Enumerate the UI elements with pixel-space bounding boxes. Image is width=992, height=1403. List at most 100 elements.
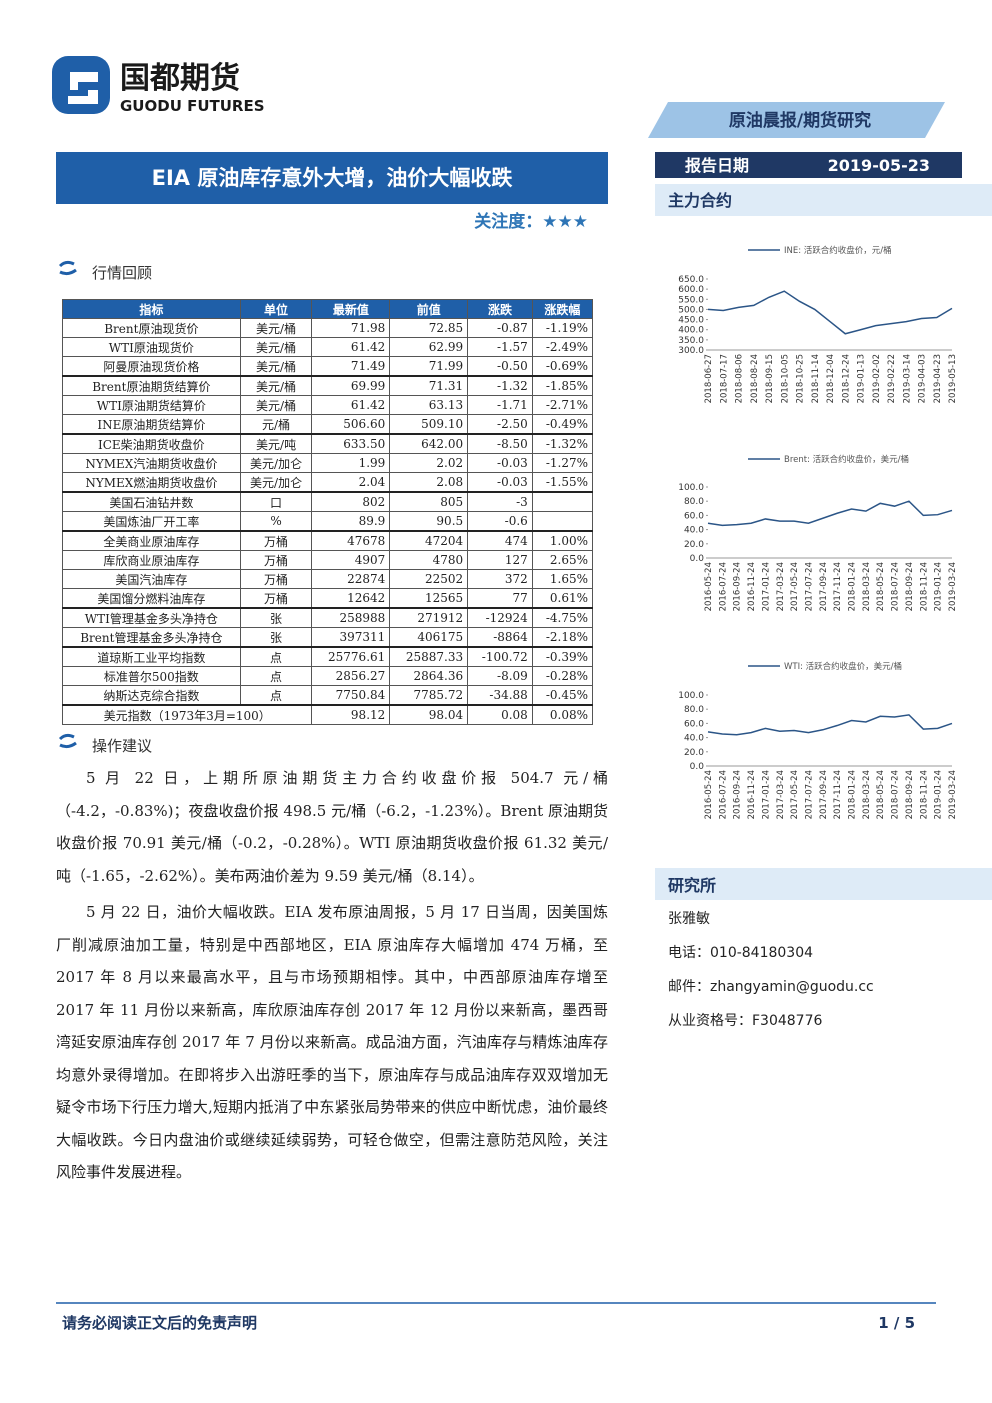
analyst-phone: 电话：010-84180304	[668, 945, 814, 961]
x-tick-label: 2019-01-24	[934, 770, 944, 819]
table-cell: 全美商业原油库存	[62, 530, 241, 551]
logo-en: GUODU FUTURES	[120, 97, 265, 115]
y-tick-label: 550.0	[678, 295, 704, 305]
x-tick-label: 2018-09-24	[905, 770, 915, 819]
table-cell: 道琼斯工业平均指数	[62, 646, 241, 667]
table-cell: -1.32	[467, 375, 533, 396]
x-tick-label: 2018-06-27	[704, 354, 714, 403]
x-tick-label: 2017-01-24	[761, 770, 771, 819]
table-cell: 506.60	[311, 414, 391, 435]
paragraph: 5 月 22 日，上期所原油期货主力合约收盘价报 504.7 元/桶（-4.2，…	[56, 769, 608, 885]
table-row: 美国汽油库存 万桶 22874 22502 372 1.65%	[62, 569, 594, 589]
table-row: 标准普尔500指数点 2856.27 2864.36 -8.09 -0.28%	[62, 666, 594, 686]
table-cell: 2864.36	[389, 666, 469, 686]
x-tick-label: 2018-08-06	[735, 354, 745, 403]
table-cell: -12924	[467, 607, 533, 628]
table-cell: NYMEX汽油期货收盘价	[62, 453, 241, 473]
table-cell: 77	[467, 588, 533, 609]
table-cell: -1.32%	[531, 433, 594, 454]
table-cell: -0.45%	[531, 685, 594, 706]
table-cell: 802	[311, 491, 391, 512]
logo-cn: 国都期货	[120, 61, 240, 96]
y-tick-label: 20.0	[684, 540, 704, 550]
table-cell: 万桶	[239, 530, 313, 551]
table-cell: -3	[467, 491, 533, 512]
table-row: WTI原油期货结算价 美元/桶 61.42 63.13 -1.71 -2.71%	[62, 395, 594, 415]
table-row: Brent原油期货结算价 美元/桶 69.99 71.31 -1.32 -1.85%	[62, 375, 594, 396]
table-row: 美国馏分燃料油库存 万桶 12642 12565 77 0.61%	[62, 588, 594, 609]
x-tick-label: 2019-03-24	[948, 770, 958, 819]
table-cell: NYMEX燃油期货收盘价	[62, 472, 241, 493]
table-cell: -1.19%	[531, 318, 594, 338]
y-tick-label: 300.0	[678, 346, 704, 356]
legend-label: WTI: 活跃合约收盘价，美元/桶	[784, 661, 902, 672]
table-row: 纳斯达克综合指数点 7750.84 7785.72 -34.88 -0.45%	[62, 685, 594, 706]
market-table: 指标 单位 最新值 前值 涨跌 涨跌幅 Brent原油现货价 美元/桶 71.98 72.85 -0…	[61, 299, 594, 725]
table-cell: -0.6	[467, 511, 533, 532]
table-cell: 474	[467, 530, 533, 551]
table-cell: 4780	[389, 550, 469, 570]
table-cell: -1.71	[467, 395, 533, 415]
table-row: NYMEX汽油期货收盘价 美元/加仑 1.99 2.02 -0.03 -1.27%	[62, 453, 594, 473]
table-cell: WTI管理基金多头净持仓	[62, 607, 241, 628]
table-row: WTI原油现货价 美元/桶 61.42 62.99 -1.57 -2.49%	[62, 337, 594, 357]
x-tick-label: 2017-11-24	[833, 562, 843, 611]
x-tick-label: 2018-11-24	[919, 770, 929, 819]
series-line	[707, 714, 953, 736]
table-cell: 12642	[311, 588, 391, 609]
table-cell: 美元/加仑	[239, 453, 313, 473]
x-tick-label: 2019-05-13	[948, 354, 958, 403]
x-tick-label: 2019-01-24	[934, 562, 944, 611]
x-tick-label: 2018-05-24	[876, 770, 886, 819]
paragraph: 5 月 22 日，油价大幅收跌。EIA 发布原油周报，5 月 17 日当周，因美…	[56, 903, 608, 1181]
table-cell: 61.42	[311, 337, 391, 357]
title: EIA 原油库存意外大增，油价大幅收跌	[152, 166, 514, 190]
contracts-bar	[655, 184, 992, 216]
table-cell: 2.02	[389, 453, 469, 473]
x-tick-label: 2018-12-04	[826, 354, 836, 403]
table-cell: 98.04	[389, 704, 469, 725]
charts: 300.0350.0400.0450.0500.0550.0600.0650.0…	[678, 245, 958, 819]
table-cell: 美元/桶	[239, 356, 313, 377]
table-cell: 406175	[389, 627, 469, 648]
table-cell: 1.99	[311, 453, 391, 473]
x-tick-label: 2019-04-03	[918, 354, 928, 403]
table-cell: 69.99	[311, 375, 391, 396]
x-tick-label: 2017-09-24	[819, 770, 829, 819]
y-tick-label: 450.0	[678, 316, 704, 326]
x-tick-label: 2018-12-24	[841, 354, 851, 403]
x-tick-label: 2018-03-24	[862, 562, 872, 611]
table-cell: Brent原油现货价	[62, 318, 241, 338]
table-cell: 25887.33	[389, 646, 469, 667]
table-cell: 4907	[311, 550, 391, 570]
table-cell: 397311	[311, 627, 391, 648]
table-row: NYMEX燃油期货收盘价 美元/加仑 2.04 2.08 -0.03 -1.55%	[62, 472, 594, 493]
x-tick-label: 2016-11-24	[747, 770, 757, 819]
header-cell: 最新值	[311, 299, 391, 319]
table-cell: 美国炼油厂开工率	[62, 511, 241, 532]
advice-text: 5 月 22 日，上期所原油期货主力合约收盘价报 504.7 元/桶（-4.2，…	[56, 762, 608, 1193]
page-number: 1 / 5	[878, 1314, 915, 1332]
table-cell: -0.03	[467, 453, 533, 473]
table-cell: -1.57	[467, 337, 533, 357]
header-cell: 涨跌幅	[531, 299, 594, 319]
x-tick-label: 2017-07-24	[804, 770, 814, 819]
y-tick-label: 0.0	[690, 554, 705, 564]
x-tick-label: 2016-09-24	[733, 562, 743, 611]
legend-label: INE: 活跃合约收盘价，元/桶	[784, 245, 892, 256]
table-cell: 2856.27	[311, 666, 391, 686]
x-tick-label: 2019-03-14	[902, 354, 912, 403]
x-tick-label: 2018-09-15	[765, 354, 775, 403]
x-tick-label: 2018-08-24	[750, 354, 760, 403]
table-cell	[531, 511, 594, 532]
advice-heading: 操作建议	[92, 737, 152, 755]
table-cell: 1.00%	[531, 530, 594, 551]
y-tick-label: 80.0	[684, 497, 704, 507]
table-cell: 美元/桶	[239, 375, 313, 396]
x-tick-label: 2018-07-24	[891, 770, 901, 819]
table-cell: 标准普尔500指数	[62, 666, 241, 686]
table-cell: 0.08%	[531, 704, 594, 725]
y-tick-label: 400.0	[678, 326, 704, 336]
table-cell: 美国馏分燃料油库存	[62, 588, 241, 609]
